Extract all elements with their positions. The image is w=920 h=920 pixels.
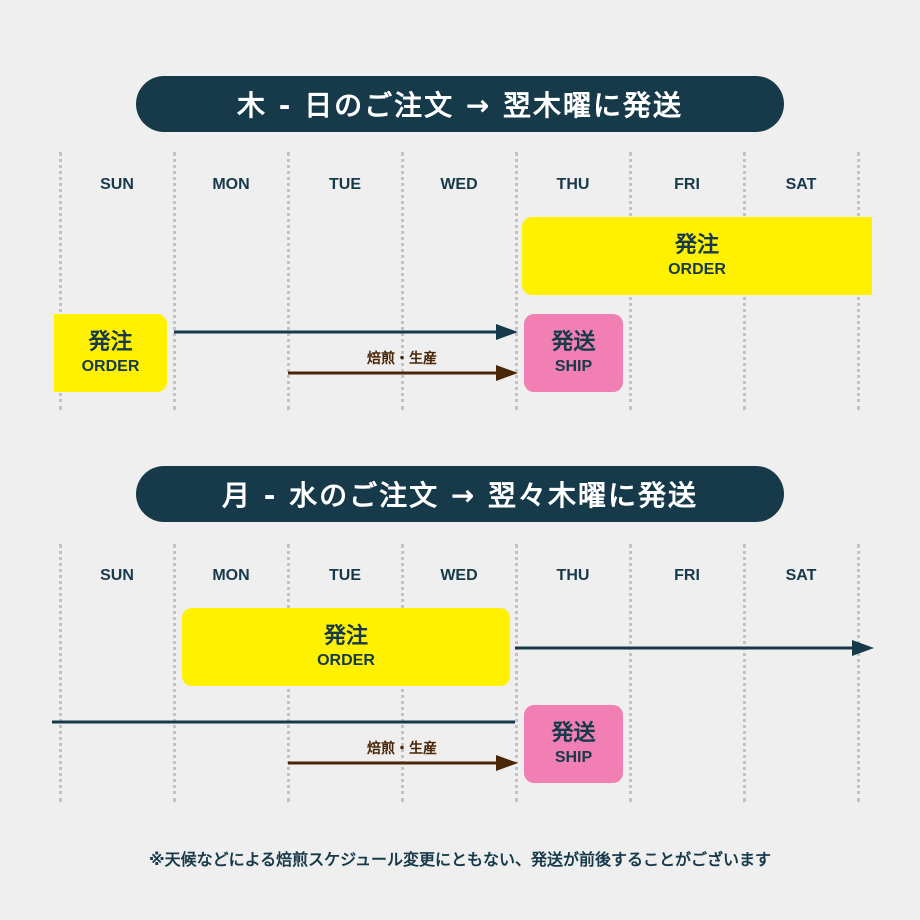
day-sun: SUN	[100, 567, 134, 584]
ship-jp-label: 発送	[551, 721, 596, 747]
ship-en-label: SHIP	[554, 748, 593, 766]
grid-line	[515, 544, 518, 802]
day-mon: MON	[212, 567, 250, 584]
process-label: 焙煎・生産	[367, 351, 437, 367]
grid-line	[743, 544, 746, 802]
grid-line	[857, 544, 860, 802]
ship-block: 発送 SHIP	[524, 314, 623, 392]
ship-jp-label: 発送	[551, 330, 596, 356]
grid-line	[629, 544, 632, 802]
day-thu: THU	[556, 567, 590, 584]
ship-en-label: SHIP	[554, 357, 593, 375]
order-jp-label: 発注	[674, 233, 719, 259]
grid-line	[401, 152, 404, 410]
grid-line	[173, 544, 176, 802]
arrowhead-icon	[496, 365, 518, 381]
grid-line	[173, 152, 176, 410]
day-mon: MON	[212, 176, 250, 193]
day-sat: SAT	[785, 176, 817, 193]
order-block-thu-sat: 発注 ORDER	[522, 217, 872, 295]
order-block-mon-wed: 発注 ORDER	[182, 608, 510, 686]
grid-line	[287, 152, 290, 410]
footnote: ※天候などによる焙煎スケジュール変更にともない、発送が前後することがございます	[149, 850, 771, 869]
order-block-sun: 発注 ORDER	[54, 314, 167, 392]
day-wed: WED	[440, 567, 478, 584]
section2-title: 月 - 水のご注文 → 翌々木曜に発送	[136, 466, 784, 522]
order-en-label: ORDER	[668, 260, 726, 278]
grid-line	[59, 544, 62, 802]
grid-line	[59, 152, 62, 410]
day-tue: TUE	[329, 176, 361, 193]
section1-title: 木 - 日のご注文 → 翌木曜に発送	[136, 76, 784, 132]
order-en-label: ORDER	[81, 357, 140, 375]
day-sun: SUN	[100, 176, 134, 193]
arrowhead-icon	[852, 640, 874, 656]
arrowhead-icon	[496, 755, 518, 771]
day-fri: FRI	[674, 176, 700, 193]
day-sat: SAT	[785, 567, 817, 584]
process-label: 焙煎・生産	[367, 741, 437, 757]
order-jp-label: 発注	[88, 330, 133, 356]
grid-line	[515, 152, 518, 410]
arrowhead-icon	[496, 324, 518, 340]
order-en-label: ORDER	[317, 651, 375, 669]
day-thu: THU	[556, 176, 590, 193]
order-jp-label: 発注	[323, 624, 368, 650]
day-fri: FRI	[674, 567, 700, 584]
day-tue: TUE	[329, 567, 361, 584]
ship-block: 発送 SHIP	[524, 705, 623, 783]
day-wed: WED	[440, 176, 478, 193]
